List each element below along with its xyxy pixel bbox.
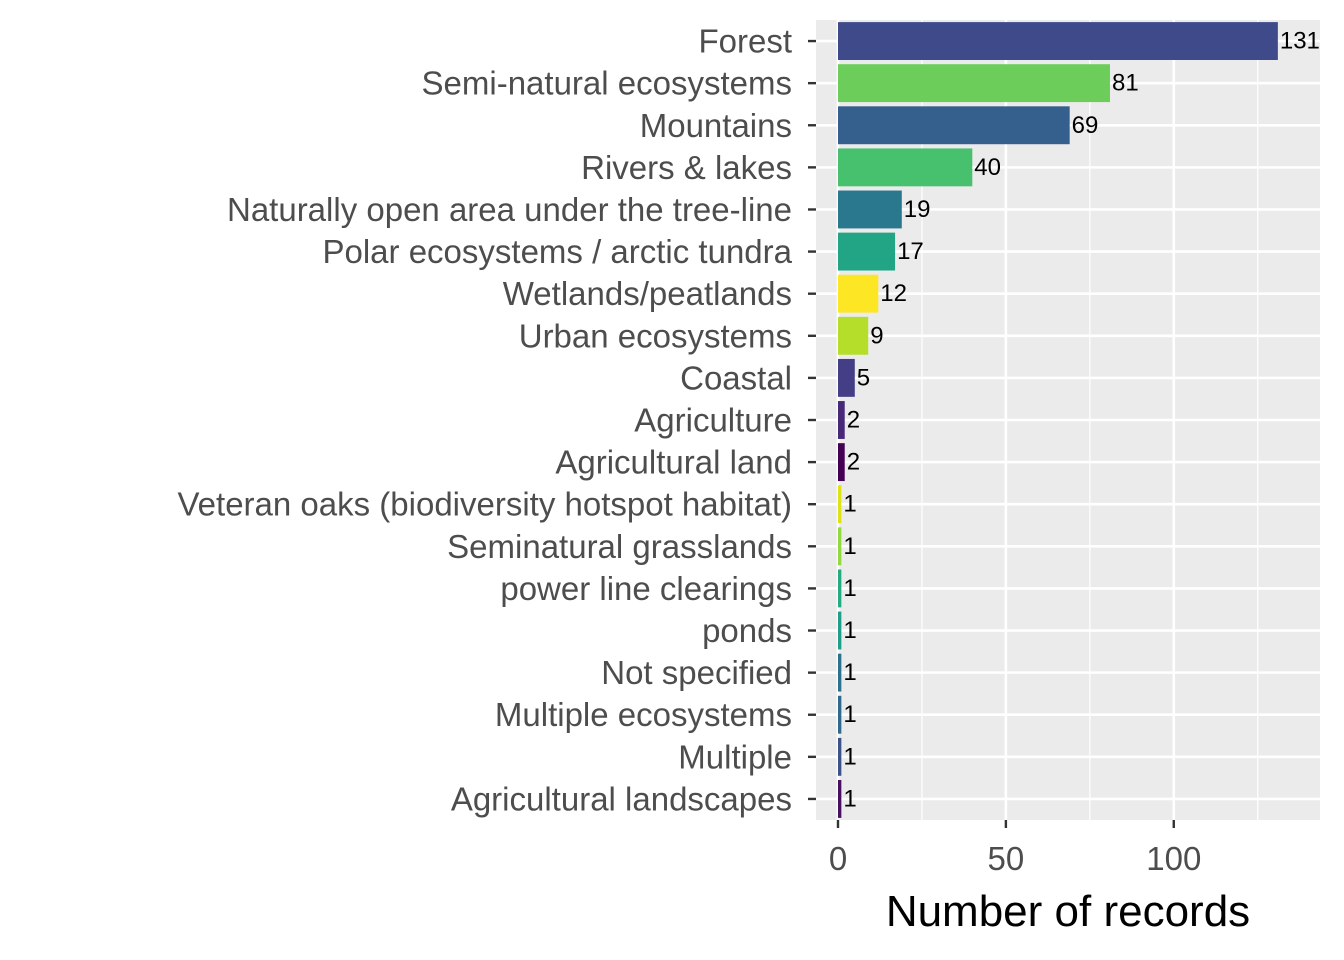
value-label: 1 xyxy=(843,575,856,602)
x-axis: 0 50 100 xyxy=(829,820,1201,877)
value-label: 1 xyxy=(843,617,856,644)
value-label: 2 xyxy=(847,449,860,476)
category-label: Veteran oaks (biodiversity hotspot habit… xyxy=(177,486,792,523)
category-label: Multiple ecosystems xyxy=(495,696,792,733)
bar xyxy=(837,190,902,229)
bar xyxy=(837,401,845,439)
bar xyxy=(837,780,842,818)
value-label: 1 xyxy=(843,533,856,560)
value-label: 131 xyxy=(1280,28,1320,55)
bar xyxy=(837,148,973,187)
bar xyxy=(837,232,896,271)
bar xyxy=(837,569,842,608)
category-label: Naturally open area under the tree-line xyxy=(227,191,792,228)
bar xyxy=(837,64,1110,103)
bar xyxy=(837,106,1070,145)
value-label: 12 xyxy=(880,280,907,307)
x-tick-label: 100 xyxy=(1146,840,1201,877)
category-label: Agriculture xyxy=(634,402,792,439)
bar xyxy=(837,527,842,566)
category-label: Multiple xyxy=(678,738,792,775)
value-label: 2 xyxy=(847,407,860,434)
category-label: Mountains xyxy=(640,107,792,144)
x-tick-label: 50 xyxy=(988,840,1025,877)
category-label: Not specified xyxy=(601,654,792,691)
value-label: 1 xyxy=(843,701,856,728)
category-label: Agricultural landscapes xyxy=(451,780,792,817)
category-label: Rivers & lakes xyxy=(581,149,792,186)
value-label: 1 xyxy=(843,491,856,518)
value-label: 69 xyxy=(1072,112,1099,139)
category-label: Urban ecosystems xyxy=(519,317,792,354)
value-label: 81 xyxy=(1112,70,1139,97)
bar xyxy=(837,611,842,650)
category-label: Polar ecosystems / arctic tundra xyxy=(322,233,792,270)
x-axis-title: Number of records xyxy=(886,887,1250,936)
x-tick-label: 0 xyxy=(829,840,847,877)
bar xyxy=(837,22,1278,60)
value-label: 1 xyxy=(843,659,856,686)
value-label: 1 xyxy=(843,743,856,770)
y-axis: Forest Semi-natural ecosystems Mountains Ri… xyxy=(177,23,816,817)
bar xyxy=(837,653,842,692)
category-label: Seminatural grasslands xyxy=(447,528,792,565)
bar xyxy=(837,358,855,397)
category-label: power line clearings xyxy=(500,570,792,607)
value-label: 19 xyxy=(904,196,931,223)
bar xyxy=(837,485,842,524)
bar xyxy=(837,695,842,734)
category-label: Wetlands/peatlands xyxy=(503,275,792,312)
category-label: Agricultural land xyxy=(555,444,792,481)
category-label: Coastal xyxy=(680,359,792,396)
bar xyxy=(837,443,845,482)
value-label: 5 xyxy=(857,364,870,391)
value-labels: 131 81 69 40 19 17 12 95 2 2 1 1 1 1 1 1 1 1 xyxy=(843,28,1320,813)
value-label: 17 xyxy=(897,238,924,265)
category-label: Forest xyxy=(698,23,792,60)
bars xyxy=(837,22,1278,818)
bar xyxy=(837,316,869,355)
value-label: 1 xyxy=(843,785,856,812)
category-label: Semi-natural ecosystems xyxy=(422,65,792,102)
value-label: 40 xyxy=(974,154,1001,181)
category-label: ponds xyxy=(702,612,792,649)
value-label: 9 xyxy=(870,322,883,349)
bar xyxy=(837,737,842,776)
bar xyxy=(837,274,879,313)
